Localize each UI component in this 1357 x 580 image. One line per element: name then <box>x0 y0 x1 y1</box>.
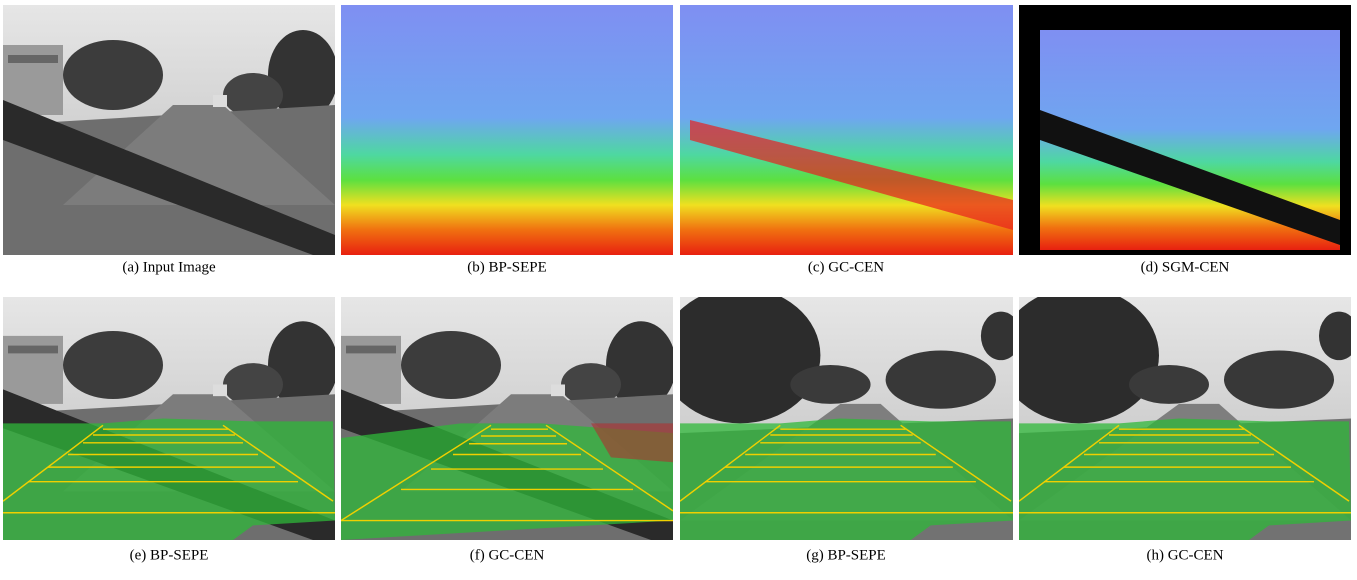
caption: (e) BP-SEPE <box>130 547 209 563</box>
caption: (a) Input Image <box>122 259 216 275</box>
disparity-map <box>341 5 673 255</box>
input-image <box>3 5 338 255</box>
ground-overlay <box>680 419 1013 541</box>
ground-overlay <box>3 419 335 541</box>
caption: (d) SGM-CEN <box>1141 259 1230 275</box>
page: (a) Input Image (b) BP-SEPE (c) GC-CEN (… <box>0 0 1357 575</box>
caption: (b) BP-SEPE <box>467 259 547 275</box>
ground-overlay <box>341 423 673 540</box>
caption: (c) GC-CEN <box>808 259 884 275</box>
figure: (a) Input Image (b) BP-SEPE (c) GC-CEN (… <box>0 0 1357 575</box>
ground-overlay <box>1019 419 1351 541</box>
caption: (f) GC-CEN <box>470 547 545 563</box>
caption: (g) BP-SEPE <box>806 547 886 563</box>
caption: (h) GC-CEN <box>1146 547 1223 563</box>
